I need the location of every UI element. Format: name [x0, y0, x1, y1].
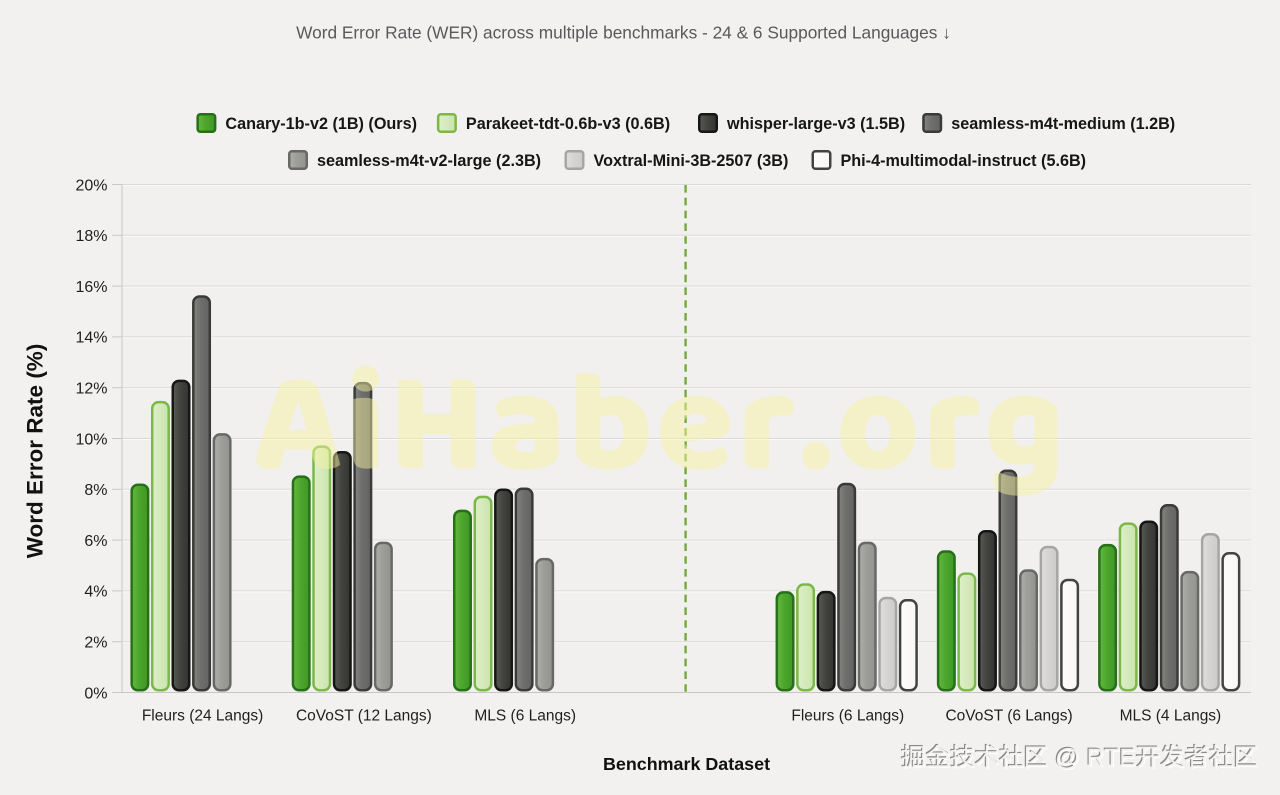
- svg-text:8%: 8%: [84, 482, 107, 499]
- svg-text:Fleurs (6 Langs): Fleurs (6 Langs): [791, 707, 904, 724]
- svg-text:whisper-large-v3 (1.5B): whisper-large-v3 (1.5B): [726, 115, 905, 133]
- svg-text:14%: 14%: [75, 330, 107, 347]
- svg-text:16%: 16%: [75, 279, 107, 296]
- svg-text:2%: 2%: [84, 635, 107, 652]
- svg-text:Canary-1b-v2 (1B) (Ours): Canary-1b-v2 (1B) (Ours): [225, 115, 417, 133]
- svg-text:6%: 6%: [84, 533, 107, 550]
- svg-text:10%: 10%: [75, 431, 107, 448]
- svg-text:0%: 0%: [84, 685, 107, 702]
- svg-text:Parakeet-tdt-0.6b-v3 (0.6B): Parakeet-tdt-0.6b-v3 (0.6B): [466, 115, 670, 133]
- svg-text:Fleurs (24 Langs): Fleurs (24 Langs): [142, 707, 263, 724]
- svg-text:CoVoST (12 Langs): CoVoST (12 Langs): [296, 707, 432, 724]
- svg-text:seamless-m4t-v2-large (2.3B): seamless-m4t-v2-large (2.3B): [317, 152, 541, 170]
- svg-text:seamless-m4t-medium (1.2B): seamless-m4t-medium (1.2B): [951, 115, 1175, 133]
- svg-text:18%: 18%: [75, 228, 107, 245]
- svg-text:MLS (4 Langs): MLS (4 Langs): [1120, 707, 1222, 724]
- svg-text:Phi-4-multimodal-instruct (5.6: Phi-4-multimodal-instruct (5.6B): [841, 152, 1087, 170]
- svg-text:Voxtral-Mini-3B-2507 (3B): Voxtral-Mini-3B-2507 (3B): [594, 152, 789, 170]
- svg-text:MLS (6 Langs): MLS (6 Langs): [474, 707, 576, 724]
- svg-text:Word Error Rate (%): Word Error Rate (%): [23, 344, 48, 559]
- svg-text:Benchmark Dataset: Benchmark Dataset: [603, 754, 770, 774]
- svg-text:CoVoST (6 Langs): CoVoST (6 Langs): [945, 707, 1072, 724]
- svg-text:20%: 20%: [75, 177, 107, 194]
- svg-text:4%: 4%: [84, 584, 107, 601]
- svg-text:12%: 12%: [75, 381, 107, 398]
- svg-text:Word Error Rate (WER) across m: Word Error Rate (WER) across multiple be…: [296, 23, 951, 43]
